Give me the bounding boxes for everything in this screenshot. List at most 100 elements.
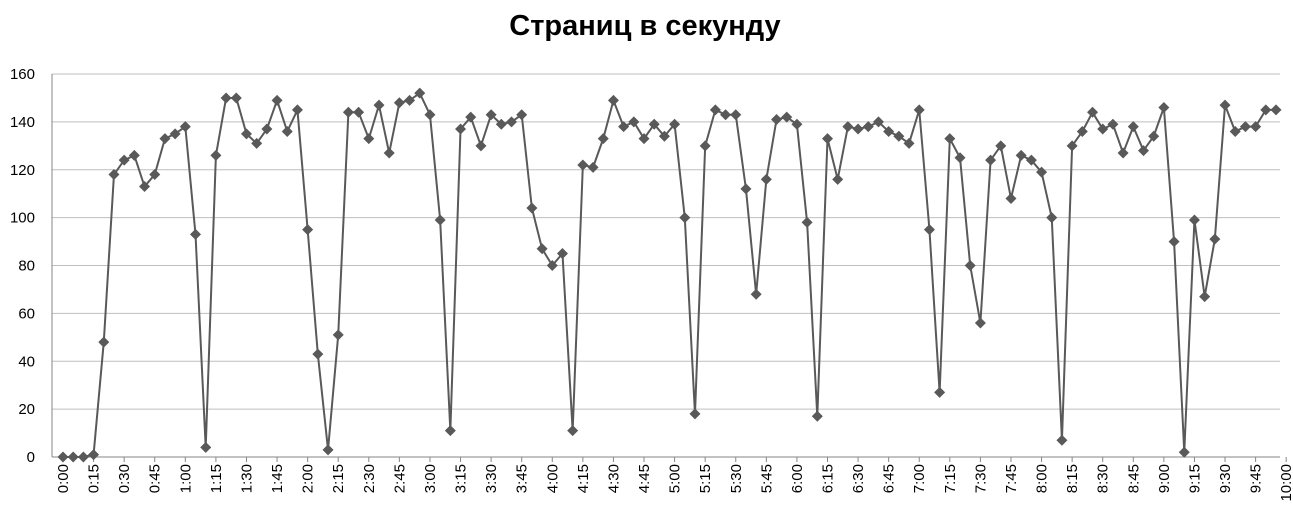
data-point [240, 128, 252, 140]
data-point [475, 140, 487, 152]
x-tick-label: 8:15 [1064, 464, 1081, 493]
data-point [832, 173, 844, 185]
data-point [536, 243, 548, 255]
data-point [1005, 192, 1017, 204]
data-point [872, 116, 884, 128]
y-tick-label: 160 [10, 66, 35, 83]
data-point [1097, 123, 1109, 135]
series-line [63, 92, 1276, 458]
x-tick-label: 3:45 [514, 464, 531, 493]
data-point [220, 92, 232, 104]
data-point [1087, 106, 1099, 118]
data-point [526, 202, 538, 214]
data-point [271, 94, 283, 106]
x-tick-label: 4:45 [636, 464, 653, 493]
x-tick-label: 2:15 [330, 464, 347, 493]
data-point [556, 248, 568, 260]
data-point [506, 116, 518, 128]
data-point [913, 104, 925, 116]
x-tick-label: 9:45 [1248, 464, 1265, 493]
x-tick-label: 4:00 [544, 464, 561, 493]
data-point [577, 159, 589, 171]
data-point [1219, 99, 1231, 111]
data-point [1117, 147, 1129, 159]
data-point [607, 94, 619, 106]
data-point [1209, 233, 1221, 245]
data-point [1168, 236, 1180, 248]
x-tick-label: 3:15 [453, 464, 470, 493]
data-point [332, 329, 344, 341]
x-tick-label: 1:15 [208, 464, 225, 493]
data-point [699, 140, 711, 152]
data-point [495, 118, 507, 130]
x-tick-label: 0:00 [55, 464, 72, 493]
data-point [281, 125, 293, 137]
data-point [1158, 102, 1170, 114]
x-tick-label: 5:00 [667, 464, 684, 493]
data-point [648, 118, 660, 130]
x-tick-label: 5:45 [758, 464, 775, 493]
data-point [342, 106, 354, 118]
x-tick-label: 6:15 [819, 464, 836, 493]
data-point [1148, 130, 1160, 142]
x-tick-label: 1:30 [238, 464, 255, 493]
data-point [159, 133, 171, 145]
data-point [974, 317, 986, 329]
x-tick-label: 2:30 [361, 464, 378, 493]
data-point [811, 410, 823, 422]
data-point [720, 109, 732, 121]
data-point [383, 147, 395, 159]
data-point [1178, 446, 1190, 458]
y-tick-label: 40 [18, 353, 35, 370]
data-point [1137, 145, 1149, 157]
data-point [1250, 121, 1262, 133]
x-tick-label: 9:30 [1217, 464, 1234, 493]
data-point [1239, 121, 1251, 133]
x-tick-label: 7:45 [1003, 464, 1020, 493]
data-point [230, 92, 242, 104]
data-point [190, 228, 202, 240]
data-point [516, 109, 528, 121]
data-point [434, 214, 446, 226]
x-tick-label: 1:45 [269, 464, 286, 493]
data-point [985, 154, 997, 166]
data-point [679, 212, 691, 224]
x-tick-label: 7:15 [942, 464, 959, 493]
data-point [1046, 212, 1058, 224]
data-point [730, 109, 742, 121]
data-point [1270, 104, 1282, 116]
x-tick-label: 8:30 [1095, 464, 1112, 493]
data-point [791, 118, 803, 130]
data-point [455, 123, 467, 135]
data-point [251, 137, 263, 149]
data-point [1229, 125, 1241, 137]
data-point [587, 161, 599, 173]
data-point [373, 99, 385, 111]
data-point [88, 449, 100, 461]
data-point [546, 260, 558, 271]
data-point [322, 444, 334, 456]
data-point [1056, 434, 1068, 446]
y-axis-tick-labels: 0 20 40 60 80 100 120 140 160 [10, 66, 35, 466]
data-point [771, 113, 783, 125]
data-point [883, 125, 895, 137]
x-tick-label: 1:00 [177, 464, 194, 493]
data-point [118, 154, 130, 166]
data-point [149, 169, 161, 181]
y-tick-label: 80 [18, 258, 35, 275]
data-point [485, 109, 497, 121]
data-point [1107, 118, 1119, 130]
data-point [169, 128, 181, 140]
data-point [597, 133, 609, 145]
data-point [1066, 140, 1078, 152]
x-tick-label: 6:30 [850, 464, 867, 493]
data-point [893, 130, 905, 142]
data-point [465, 111, 477, 123]
data-point [139, 181, 151, 193]
x-tick-label: 4:15 [575, 464, 592, 493]
chart-title: Страниц в секунду [509, 10, 781, 42]
x-tick-label: 7:00 [911, 464, 928, 493]
data-point [57, 451, 69, 463]
data-point [312, 348, 324, 360]
